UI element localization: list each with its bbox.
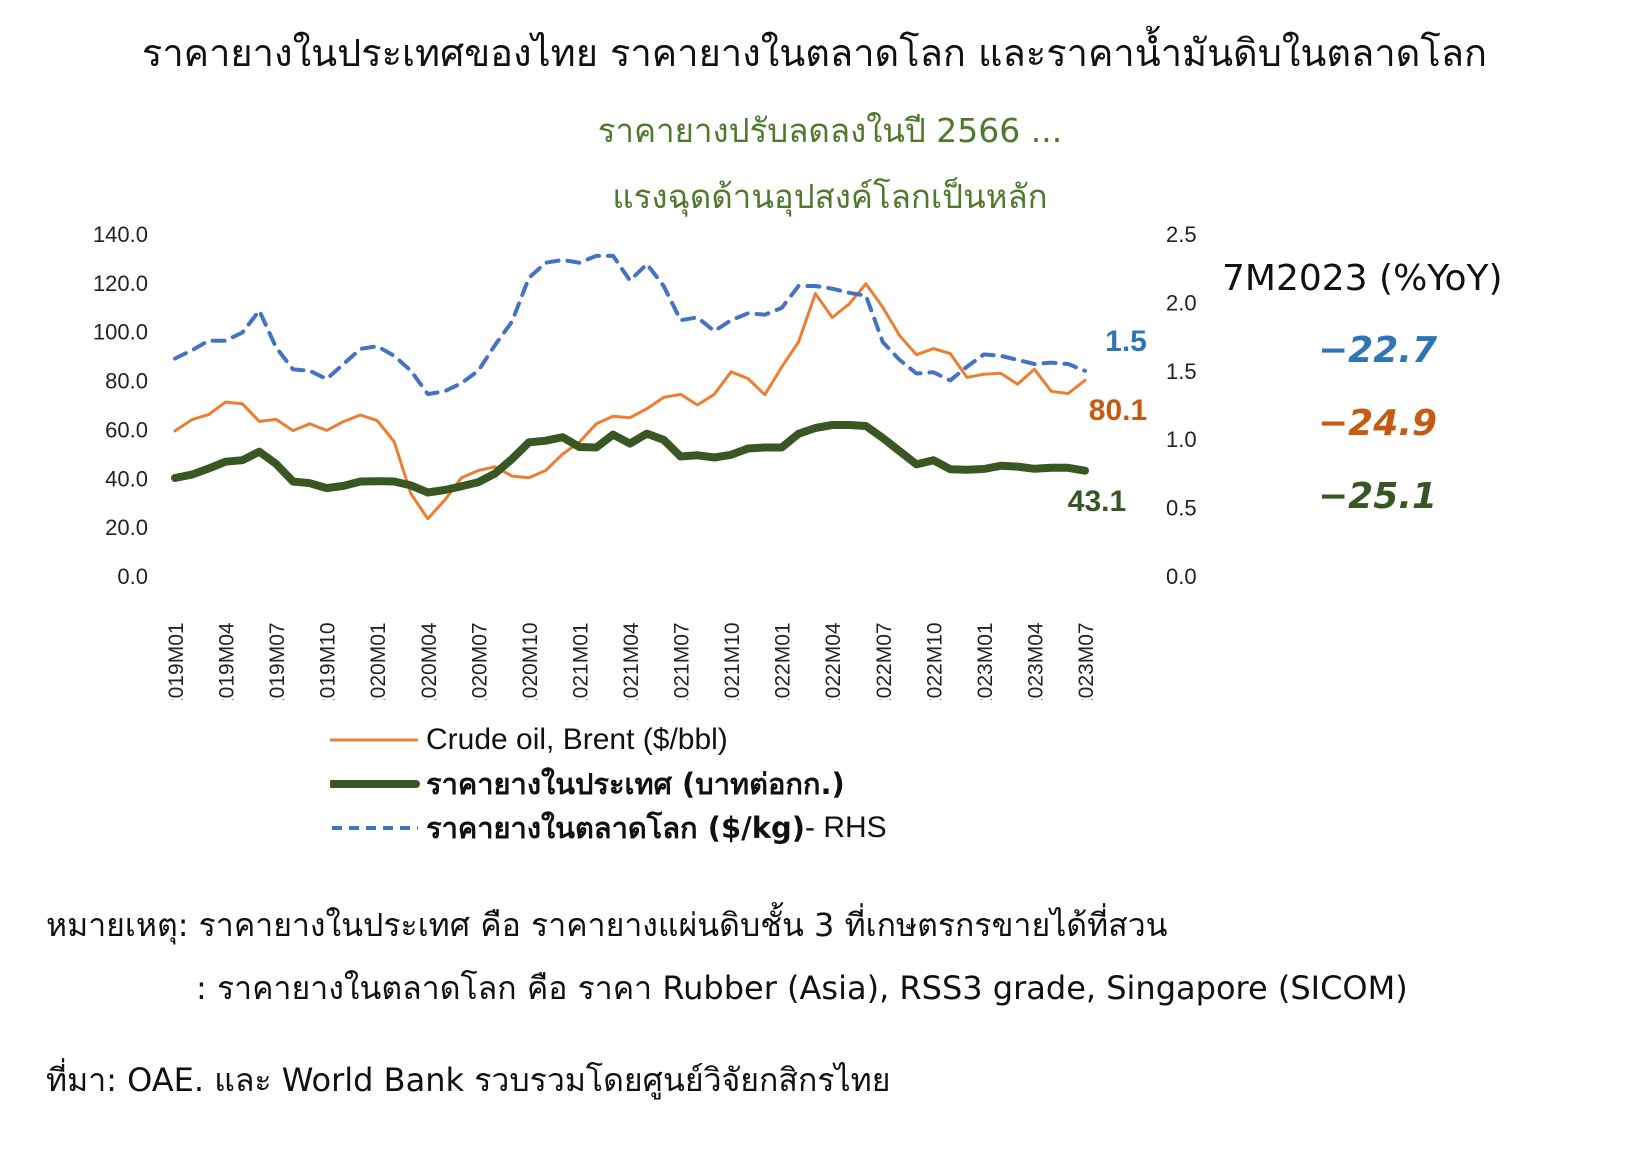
line-chart: 0.0 20.0 40.0 60.0 80.0 100.0 120.0 140.0 0.0 0.5… <box>93 222 1197 700</box>
legend-label-rubber-world: ราคายางในตลาดโลก ($/kg) <box>426 811 806 845</box>
legend-item-rubber-world: ราคายางในตลาดโลก ($/kg) - RHS <box>330 808 887 848</box>
x-tick-label: 2019M10 <box>317 622 340 700</box>
x-tick-label: 2019M07 <box>266 622 289 700</box>
yoy-value-rubber-world: −22.7 <box>1318 330 1437 371</box>
y-right-tick-label: 2.0 <box>1166 290 1197 315</box>
y-left-tick-label: 0.0 <box>117 564 148 589</box>
x-tick-label: 2021M07 <box>671 622 694 700</box>
x-tick-label: 2019M01 <box>165 622 188 700</box>
y-right-tick-label: 2.5 <box>1166 222 1197 247</box>
series-end-label-2: 1.5 <box>1105 325 1147 358</box>
x-tick-label: 2023M01 <box>974 622 997 700</box>
x-tick-label: 2019M04 <box>216 622 239 700</box>
series-line-0 <box>173 282 1087 521</box>
x-tick-label: 2020M10 <box>519 622 542 700</box>
x-tick-label: 2022M10 <box>923 622 946 700</box>
y-left-tick-label: 40.0 <box>105 466 148 491</box>
x-tick-label: 2022M04 <box>822 622 845 700</box>
legend-swatch-brent <box>330 738 418 742</box>
legend-swatch-rubber-world <box>332 826 418 830</box>
yoy-header: 7M2023 (%YoY) <box>1222 258 1503 299</box>
legend-label-rhs-suffix: - RHS <box>805 811 887 844</box>
legend-item-rubber-domestic: ราคายางในประเทศ (บาทต่อกก.) <box>330 764 845 804</box>
legend-item-brent: Crude oil, Brent ($/bbl) <box>330 720 728 760</box>
series-line-1 <box>171 421 1089 497</box>
series-line-2 <box>173 253 1087 397</box>
yoy-value-brent: −24.9 <box>1318 403 1437 444</box>
note-line-1: หมายเหตุ: ราคายางในประเทศ คือ ราคายางแผ่… <box>46 906 1168 944</box>
y-right-tick-label: 0.5 <box>1166 496 1197 521</box>
y-right-tick-label: 0.0 <box>1166 564 1197 589</box>
y-left-tick-label: 60.0 <box>105 417 148 442</box>
y-right-tick-label: 1.0 <box>1166 427 1197 452</box>
legend-label-brent: Crude oil, Brent ($/bbl) <box>426 723 728 756</box>
series-end-label-0: 80.1 <box>1089 394 1147 427</box>
y-left-tick-label: 140.0 <box>93 222 148 247</box>
yoy-value-rubber-domestic: −25.1 <box>1318 476 1437 517</box>
x-tick-label: 2021M01 <box>569 622 592 700</box>
note-line-2: : ราคายางในตลาดโลก คือ ราคา Rubber (Asia… <box>196 969 1408 1007</box>
y-left-tick-label: 20.0 <box>105 515 148 540</box>
x-tick-label: 2021M04 <box>620 622 643 700</box>
x-tick-label: 2023M07 <box>1075 622 1098 700</box>
x-tick-label: 2020M07 <box>468 622 491 700</box>
y-left-tick-label: 100.0 <box>93 320 148 345</box>
x-tick-label: 2020M04 <box>418 622 441 700</box>
legend-label-rubber-domestic: ราคายางในประเทศ (บาทต่อกก.) <box>426 767 845 801</box>
source-note: ที่มา: OAE. และ World Bank รวบรวมโดยศูนย… <box>46 1061 891 1099</box>
y-left-tick-label: 120.0 <box>93 271 148 296</box>
y-left-tick-label: 80.0 <box>105 369 148 394</box>
x-tick-label: 2023M04 <box>1024 622 1047 700</box>
x-tick-label: 2020M01 <box>367 622 390 700</box>
chart-subtitle-line-1: ราคายางปรับลดลงในปี 2566 ... <box>597 111 1063 150</box>
series-end-label-1: 43.1 <box>1068 485 1126 518</box>
chart-title: ราคายางในประเทศของไทย ราคายางในตลาดโลก แ… <box>141 31 1488 75</box>
y-right-tick-label: 1.5 <box>1166 359 1197 384</box>
chart-subtitle-line-2: แรงฉุดด้านอุปสงค์โลกเป็นหลัก <box>612 177 1048 216</box>
legend-swatch-rubber-domestic <box>330 780 420 788</box>
x-tick-label: 2021M10 <box>721 622 744 700</box>
x-tick-label: 2022M01 <box>772 622 795 700</box>
x-tick-label: 2022M07 <box>873 622 896 700</box>
